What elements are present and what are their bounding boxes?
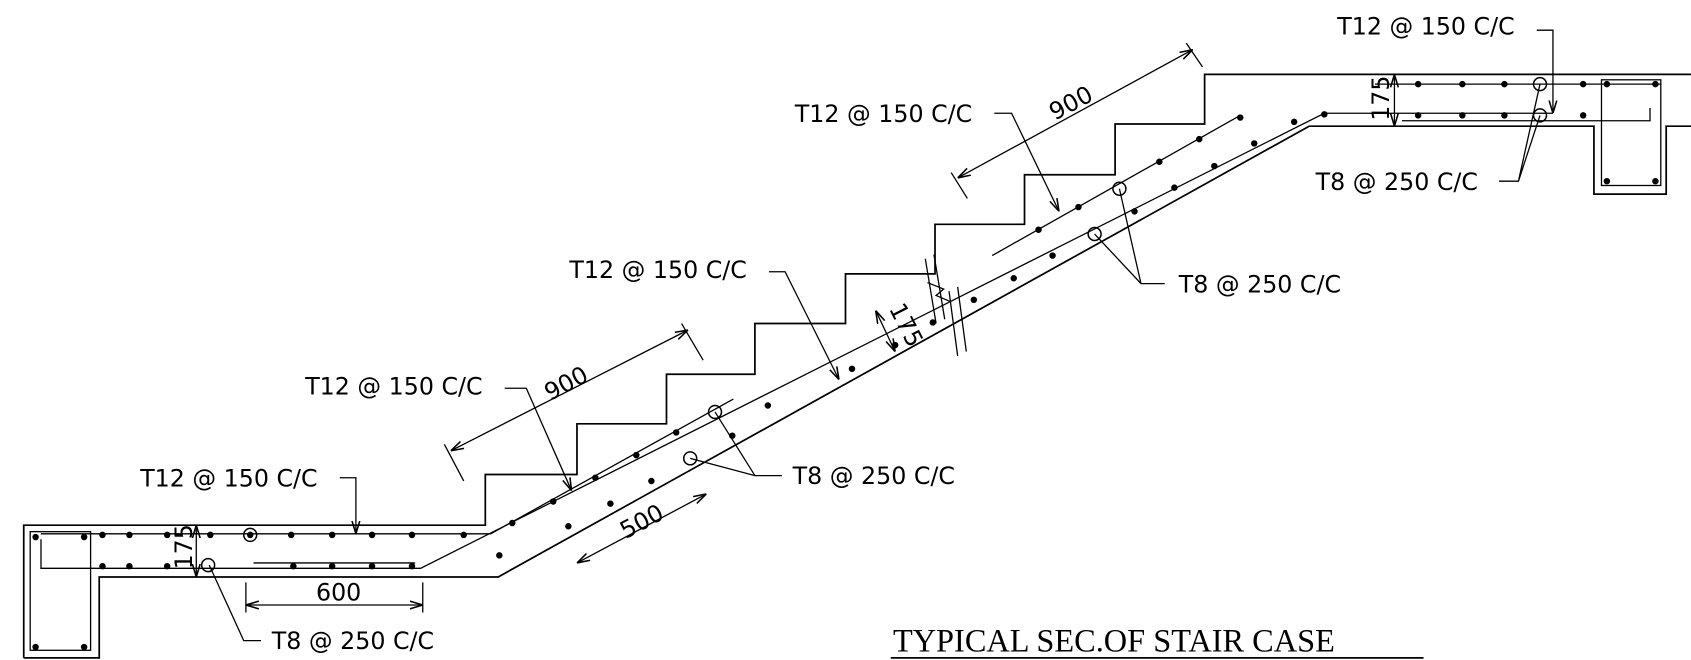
rebar-dot xyxy=(126,563,132,569)
rebar-dot xyxy=(247,532,253,538)
dimension-label: 900 xyxy=(1044,80,1097,126)
rebar-dot xyxy=(1075,204,1081,210)
rebar-dot xyxy=(126,532,132,538)
rebar-dot xyxy=(607,500,613,506)
rebar-dot xyxy=(1459,112,1465,118)
rebar-dot xyxy=(633,452,639,458)
rebar-dot xyxy=(1196,136,1202,142)
rebar-dot xyxy=(1604,178,1610,184)
rebar-callout-ring xyxy=(202,559,215,572)
rebar-dot xyxy=(32,644,38,650)
dimension-label: 175 xyxy=(883,298,929,351)
rebar-dot xyxy=(1291,119,1297,125)
rebar-dot xyxy=(81,644,87,650)
dimension-label: 600 xyxy=(316,579,361,607)
rebar-dot xyxy=(1604,81,1610,87)
rebar-label: T8 @ 250 C/C xyxy=(1178,270,1341,298)
rebar-dot xyxy=(99,563,105,569)
rebar-dot xyxy=(1011,275,1017,281)
stair-soffit xyxy=(24,126,1691,658)
rebar-label: T8 @ 250 C/C xyxy=(271,627,434,655)
rebar-dot xyxy=(288,532,294,538)
rebar-dot xyxy=(1131,208,1137,214)
dimension-label: 900 xyxy=(540,360,593,406)
rebar-dot xyxy=(1211,163,1217,169)
drawing-title: TYPICAL SEC.OF STAIR CASE xyxy=(893,622,1335,658)
rebar-dot xyxy=(207,532,213,538)
rebar-dot xyxy=(1237,114,1243,120)
rebar-dot xyxy=(673,429,679,435)
rebar-dot xyxy=(565,523,571,529)
rebar-label: T12 @ 150 C/C xyxy=(794,100,972,128)
rebar-label: T12 @ 150 C/C xyxy=(1336,13,1514,41)
left-beam-stirrup xyxy=(30,532,90,651)
rebar-dot xyxy=(1049,252,1055,258)
dimension-lines xyxy=(196,43,1394,612)
rebar-dot xyxy=(1580,112,1586,118)
rebar-dot xyxy=(1035,226,1041,232)
rebar-dot xyxy=(1171,184,1177,190)
rebar-label: T12 @ 150 C/C xyxy=(304,373,482,401)
rebar-dot xyxy=(461,532,467,538)
rebar-dot xyxy=(329,563,335,569)
rebar-dot xyxy=(1652,81,1658,87)
rebar-dot xyxy=(509,520,515,526)
rebar-dot xyxy=(1501,81,1507,87)
rebar-label: T12 @ 150 C/C xyxy=(568,256,746,284)
rebar-dot xyxy=(290,563,296,569)
rebar-dot xyxy=(496,552,502,558)
rebar-dot xyxy=(369,532,375,538)
rebar-dot xyxy=(592,475,598,481)
rebar-dot xyxy=(971,297,977,303)
dimension-label: 175 xyxy=(170,524,198,569)
rebar-dot xyxy=(1156,159,1162,165)
rebar-dot xyxy=(1501,112,1507,118)
rebar-dot xyxy=(409,563,415,569)
stair-outline xyxy=(24,74,1691,657)
rebar-dot xyxy=(1415,81,1421,87)
rebar-dot xyxy=(409,532,415,538)
rebar-dot xyxy=(369,563,375,569)
distribution-bars xyxy=(32,78,1658,651)
rebar-dot xyxy=(1652,178,1658,184)
break-mark xyxy=(925,255,966,356)
rebar-dot xyxy=(550,498,556,504)
rebar-label: T8 @ 250 C/C xyxy=(1315,168,1478,196)
stair-section-drawing: T12 @ 150 C/C T12 @ 150 C/C T12 @ 150 C/… xyxy=(0,0,1691,660)
page: {"rebar_labels": ["T12 @ 150 C/C", "T12 … xyxy=(0,0,1691,660)
rebar-dot xyxy=(329,532,335,538)
rebar-callout-ring xyxy=(684,452,697,465)
rebar-dot xyxy=(1251,140,1257,146)
rebar-dot xyxy=(765,402,771,408)
rebar-dot xyxy=(99,532,105,538)
rebar-dot xyxy=(1459,81,1465,87)
rebar-dot xyxy=(1415,112,1421,118)
right-beam-stirrup xyxy=(1601,80,1660,186)
rebar-label: T12 @ 150 C/C xyxy=(139,464,317,492)
rebar-label: T8 @ 250 C/C xyxy=(792,462,955,490)
rebar-dot xyxy=(648,478,654,484)
dimension-label: 175 xyxy=(1367,76,1395,121)
rebar-dot xyxy=(32,534,38,540)
rebar-dot xyxy=(81,534,87,540)
rebar-dot xyxy=(1321,111,1327,117)
rebar-dot xyxy=(849,366,855,372)
rebar-dot xyxy=(1580,81,1586,87)
